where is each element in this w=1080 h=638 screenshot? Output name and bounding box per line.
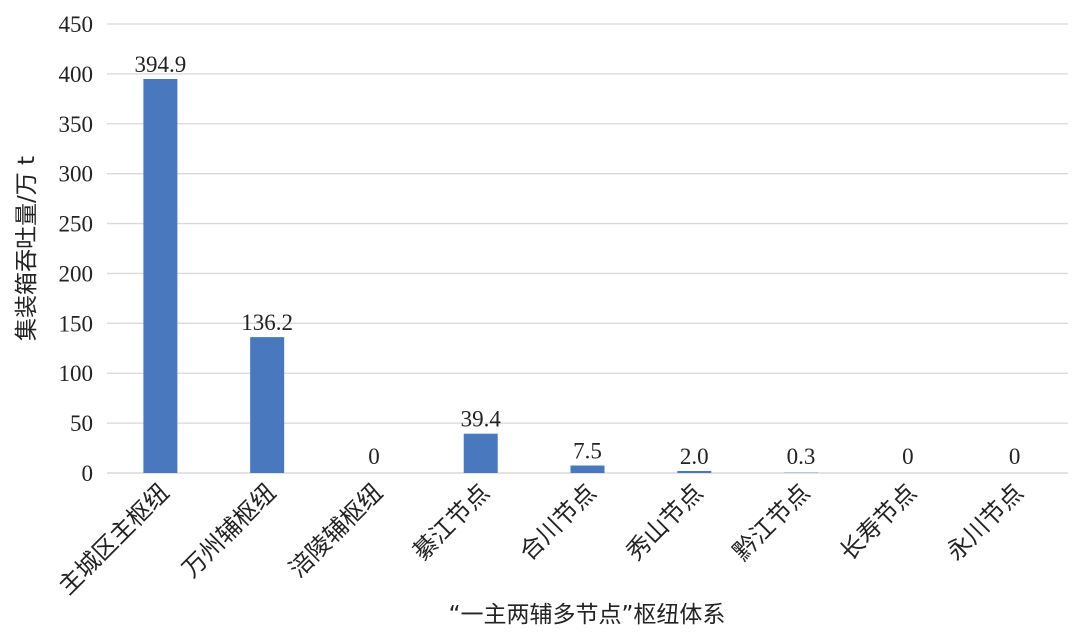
data-label: 7.5	[573, 439, 602, 464]
y-tick-label: 150	[59, 311, 94, 336]
y-tick-label: 350	[59, 112, 94, 137]
x-tick-label: 万州辅枢纽	[177, 478, 282, 583]
x-axis-title: “一主两辅多节点”枢纽体系	[449, 602, 726, 628]
data-label: 2.0	[680, 444, 709, 469]
y-tick-label: 400	[59, 62, 94, 87]
data-label: 136.2	[241, 310, 293, 335]
x-tick-label: 永川节点	[941, 478, 1029, 566]
x-axis-category-labels: 主城区主枢纽 万州辅枢纽 涪陵辅枢纽 綦江节点 合川节点 秀山节点 黔江节点 长寿节点 永川节点	[53, 478, 1029, 600]
y-tick-label: 250	[59, 212, 94, 237]
data-label: 39.4	[461, 407, 502, 432]
bar	[463, 433, 498, 473]
x-tick-label: 涪陵辅枢纽	[284, 478, 389, 583]
y-axis-title: 集装箱吞吐量/万 t	[14, 156, 40, 341]
bars	[143, 78, 819, 474]
y-tick-label: 300	[59, 162, 94, 187]
y-tick-label: 200	[59, 261, 94, 286]
y-axis-ticks: 0 50 100 150 200 250 300 350 400 450	[59, 12, 94, 486]
x-tick-label: 綦江节点	[407, 478, 495, 566]
x-tick-label: 长寿节点	[834, 478, 922, 566]
x-tick-label: 黔江节点	[728, 478, 816, 566]
data-label: 0	[368, 444, 380, 469]
bar	[677, 471, 712, 473]
y-tick-label: 100	[59, 361, 94, 386]
data-label: 0	[902, 444, 914, 469]
y-tick-label: 50	[70, 411, 93, 436]
data-labels: 394.9 136.2 0 39.4 7.5 2.0 0.3 0 0	[135, 52, 1021, 469]
y-tick-label: 0	[82, 461, 94, 486]
data-label: 0.3	[787, 444, 816, 469]
x-tick-label: 主城区主枢纽	[53, 478, 175, 600]
bar	[250, 337, 285, 473]
x-tick-label: 秀山节点	[621, 478, 709, 566]
data-label: 394.9	[135, 52, 187, 77]
x-tick-label: 合川节点	[514, 478, 602, 566]
bar	[570, 465, 605, 473]
data-label: 0	[1009, 444, 1021, 469]
y-tick-label: 450	[59, 12, 94, 37]
bar	[143, 78, 178, 474]
